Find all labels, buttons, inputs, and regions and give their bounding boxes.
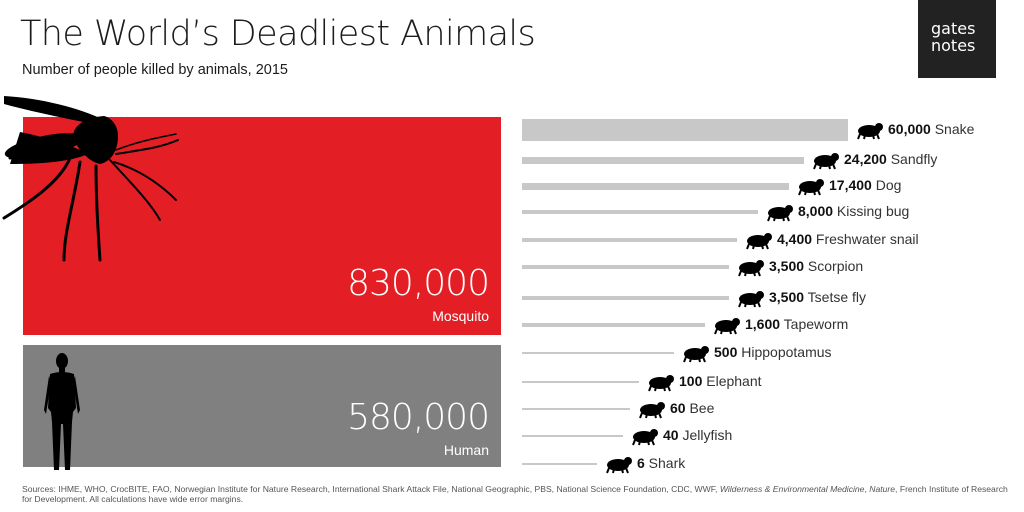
row-value: 500 bbox=[714, 344, 738, 360]
sources-note: Sources: IHME, WHO, CrocBITE, FAO, Norwe… bbox=[22, 484, 1012, 504]
bar-shark bbox=[522, 463, 597, 465]
row-value: 60,000 bbox=[888, 121, 931, 137]
row-value: 3,500 bbox=[769, 289, 805, 305]
row-value: 4,400 bbox=[777, 231, 813, 247]
mosquito-icon bbox=[2, 96, 179, 262]
sources-journal-1: Wilderness & Environmental Medicine bbox=[719, 484, 865, 494]
chart-title: The World’s Deadliest Animals bbox=[20, 14, 536, 54]
gates-notes-logo[interactable]: gates notes bbox=[918, 0, 996, 78]
mosquito-label: Mosquito bbox=[432, 308, 489, 324]
row-label: 17,400 Dog bbox=[829, 177, 901, 193]
human-icon bbox=[44, 353, 80, 470]
row-value: 40 bbox=[663, 427, 679, 443]
row-label: 3,500 Scorpion bbox=[769, 258, 863, 274]
row-label: 60,000 Snake bbox=[888, 121, 974, 137]
sources-journal-2: Nature bbox=[869, 484, 896, 494]
shark-icon bbox=[605, 454, 633, 479]
row-label: 4,400 Freshwater snail bbox=[777, 231, 919, 247]
mosquito-value: 830,000 bbox=[347, 263, 490, 304]
bar-jellyfish bbox=[522, 435, 623, 437]
elephant-icon bbox=[647, 372, 675, 397]
row-label: 6 Shark bbox=[637, 455, 685, 471]
tapeworm-icon bbox=[713, 315, 741, 340]
bar-elephant bbox=[522, 381, 639, 383]
row-value: 60 bbox=[670, 400, 686, 416]
row-name: Scorpion bbox=[804, 258, 864, 274]
row-name: Shark bbox=[644, 455, 686, 471]
row-label: 1,600 Tapeworm bbox=[745, 316, 848, 332]
row-value: 8,000 bbox=[798, 203, 834, 219]
bar-tapeworm bbox=[522, 323, 705, 327]
kissing-bug-icon bbox=[766, 202, 794, 227]
row-name: Sandfly bbox=[886, 151, 938, 167]
row-value: 17,400 bbox=[829, 177, 872, 193]
bee-icon bbox=[638, 399, 666, 424]
row-name: Dog bbox=[871, 177, 902, 193]
row-label: 100 Elephant bbox=[679, 373, 762, 389]
sources-separator: , bbox=[864, 484, 870, 494]
bar-dog bbox=[522, 182, 789, 190]
dog-icon bbox=[797, 176, 825, 201]
bar-snake bbox=[522, 119, 848, 141]
scorpion-icon bbox=[737, 257, 765, 282]
row-label: 60 Bee bbox=[670, 400, 714, 416]
human-value: 580,000 bbox=[347, 397, 490, 438]
row-name: Freshwater snail bbox=[812, 231, 919, 247]
row-label: 500 Hippopotamus bbox=[714, 344, 832, 360]
bar-tsetse-fly bbox=[522, 296, 729, 300]
sources-text: Sources: IHME, WHO, CrocBITE, FAO, Norwe… bbox=[22, 484, 720, 494]
sandfly-icon bbox=[812, 150, 840, 175]
row-label: 3,500 Tsetse fly bbox=[769, 289, 866, 305]
bar-bee bbox=[522, 408, 630, 410]
row-value: 1,600 bbox=[745, 316, 781, 332]
row-value: 24,200 bbox=[844, 151, 887, 167]
human-bar: 580,000 Human bbox=[23, 345, 501, 467]
bar-scorpion bbox=[522, 265, 729, 269]
row-value: 100 bbox=[679, 373, 703, 389]
row-name: Snake bbox=[930, 121, 975, 137]
bar-freshwater-snail bbox=[522, 238, 737, 242]
human-label: Human bbox=[443, 442, 489, 458]
row-name: Elephant bbox=[702, 373, 762, 389]
chart-subtitle: Number of people killed by animals, 2015 bbox=[22, 62, 288, 78]
row-name: Tapeworm bbox=[780, 316, 849, 332]
snake-icon bbox=[856, 120, 884, 145]
bar-sandfly bbox=[522, 156, 804, 164]
row-value: 6 bbox=[637, 455, 645, 471]
row-name: Jellyfish bbox=[678, 427, 733, 443]
row-label: 40 Jellyfish bbox=[663, 427, 732, 443]
row-name: Tsetse fly bbox=[804, 289, 867, 305]
logo-line-1: gates bbox=[931, 19, 976, 38]
sources-text-end: , French Institute of Research for Devel… bbox=[22, 484, 1008, 504]
snail-icon bbox=[745, 230, 773, 255]
bar-hippopotamus bbox=[522, 352, 674, 354]
row-name: Kissing bug bbox=[833, 203, 910, 219]
logo-line-2: notes bbox=[931, 36, 976, 55]
row-value: 3,500 bbox=[769, 258, 805, 274]
tsetse-fly-icon bbox=[737, 288, 765, 313]
row-label: 8,000 Kissing bug bbox=[798, 203, 909, 219]
row-label: 24,200 Sandfly bbox=[844, 151, 937, 167]
hippopotamus-icon bbox=[682, 343, 710, 368]
row-name: Hippopotamus bbox=[737, 344, 832, 360]
row-name: Bee bbox=[685, 400, 715, 416]
jellyfish-icon bbox=[631, 426, 659, 451]
bar-kissing-bug bbox=[522, 210, 758, 214]
